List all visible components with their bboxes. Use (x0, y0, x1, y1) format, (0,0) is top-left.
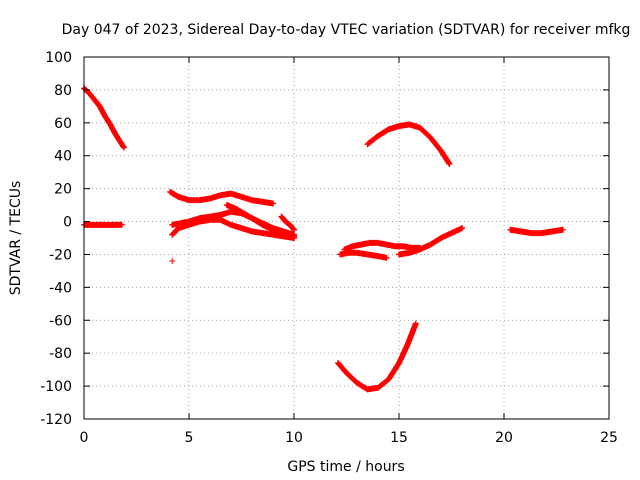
data-point-run (117, 139, 127, 151)
y-tick-label: -40 (49, 280, 72, 296)
x-tick-label: 5 (185, 430, 194, 446)
data-point-run (549, 226, 566, 235)
series-arc-noon-lower (337, 249, 390, 261)
y-tick-label: -100 (40, 379, 72, 395)
x-tick-label: 20 (495, 430, 513, 446)
data-point-run (280, 230, 297, 240)
data-point-run (396, 343, 410, 367)
data-point-run (417, 124, 433, 140)
y-tick-label: -20 (49, 247, 72, 263)
chart-title: Day 047 of 2023, Sidereal Day-to-day VTE… (62, 22, 631, 38)
series-arc-morning-hump (223, 202, 297, 240)
data-point-run (448, 225, 465, 237)
data-point-run (102, 113, 113, 127)
data-point-run (427, 134, 444, 153)
data-point-run (438, 147, 453, 167)
axis-ticks: 0 5 10 15 20 25 -120 -100 -80 -60 -40 -20 0 20 40 60 80 1… (40, 50, 618, 446)
data-point-run (335, 360, 349, 375)
series-arc-noon-dip (335, 320, 419, 393)
data-point-run (259, 198, 276, 207)
data-point-run (375, 253, 390, 261)
data-point-run (375, 127, 391, 139)
x-tick-label: 15 (390, 430, 408, 446)
data-point-run (249, 215, 265, 228)
data-points (81, 85, 566, 393)
series-outlier (169, 258, 176, 265)
y-axis-label: SDTVAR / TECUs (8, 181, 24, 296)
series-arc-afternoon-rising (396, 225, 465, 258)
x-axis-label: GPS time / hours (287, 459, 404, 475)
x-tick-label: 25 (600, 430, 618, 446)
data-point-run (167, 188, 181, 200)
y-tick-label: 60 (54, 116, 72, 132)
data-point-run (91, 96, 102, 109)
data-point-run (385, 361, 402, 383)
y-tick-label: 40 (54, 149, 72, 165)
data-point-run (278, 213, 288, 224)
series-arc-morning-short (278, 213, 297, 233)
data-point-run (112, 131, 123, 145)
data-point-run (343, 369, 359, 385)
data-point-run (232, 205, 246, 216)
data-point-run (375, 377, 391, 391)
series-arc-early-descending (81, 85, 127, 151)
y-tick-label: 20 (54, 182, 72, 198)
data-point-run (364, 133, 380, 148)
series-arc-noon-peak (364, 121, 453, 167)
series-arc-morning-upper (167, 188, 276, 207)
y-tick-label: 80 (54, 83, 72, 99)
series-arc-early-flat (81, 221, 125, 228)
y-tick-label: 0 (63, 215, 72, 231)
series-arc-noon-middle (341, 239, 423, 253)
data-point-run (112, 221, 125, 228)
y-tick-label: 100 (45, 50, 72, 66)
data-point-run (286, 221, 297, 233)
y-tick-label: -60 (49, 313, 72, 329)
y-tick-label: -80 (49, 346, 72, 362)
x-tick-label: 10 (285, 430, 303, 446)
data-point-run (427, 235, 443, 248)
series-arc-evening (507, 226, 566, 237)
data-point-run (240, 210, 254, 221)
data-point-run (282, 218, 292, 228)
data-point-run (404, 320, 419, 348)
data-point-run (86, 90, 97, 102)
series-arc-morning-lower (169, 216, 297, 241)
plot-frame (83, 56, 610, 420)
y-tick-label: -120 (40, 412, 72, 428)
x-tick-label: 0 (80, 430, 89, 446)
data-point (169, 258, 176, 265)
data-point-run (169, 226, 181, 238)
